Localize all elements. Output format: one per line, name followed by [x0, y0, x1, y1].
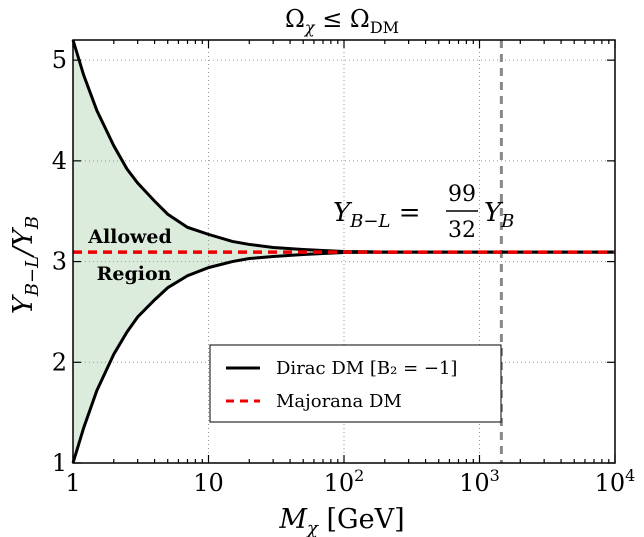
eq-denominator: 32 — [448, 218, 476, 243]
y-title-slash: /Y — [8, 227, 39, 259]
y-tick-labels: 1 2 3 4 5 — [52, 46, 67, 477]
y-axis-title: YB−L/YB — [8, 216, 43, 314]
x-tick-label: 103 — [459, 466, 500, 497]
x-title-main: M — [278, 504, 308, 535]
title-rel: ≤ Ω — [315, 5, 370, 33]
x-tick-label: 1 — [65, 469, 80, 497]
eq-rhs-sub: B — [500, 211, 514, 232]
series-line-dirac-lower — [71, 250, 615, 464]
x-title-rest: [GeV] — [318, 504, 405, 535]
legend: Dirac DM [B₂ = −1] Majorana DM — [209, 344, 502, 423]
y-title-num-sub: B−L — [22, 256, 43, 297]
eq-lhs: Y — [333, 198, 353, 228]
ticks — [72, 40, 616, 464]
annotation-region: Region — [97, 263, 172, 285]
y-tick-label: 4 — [52, 147, 67, 175]
chart-title: Ωχ ≤ ΩDM — [285, 5, 399, 37]
eq-equals: = — [390, 198, 420, 228]
y-title-num: Y — [8, 294, 39, 314]
eq-rhs: Y — [484, 198, 504, 228]
y-tick-label: 5 — [52, 46, 67, 74]
title-sub2: DM — [370, 18, 399, 37]
x-tick-label: 104 — [595, 466, 636, 497]
y-title-den-sub: B — [22, 216, 43, 230]
x-tick-label: 102 — [324, 466, 365, 497]
title-omega: Ω — [285, 5, 305, 33]
annotation-allowed: Allowed — [87, 226, 172, 248]
legend-label-dirac: Dirac DM [B₂ = −1] — [276, 358, 457, 379]
svg-text:YB−L =: YB−L = — [333, 198, 421, 232]
title-sub1: χ — [304, 18, 316, 37]
x-axis-title: Mχ [GeV] — [278, 504, 404, 537]
x-tick-label: 10 — [193, 469, 224, 497]
x-title-sub: χ — [305, 518, 319, 537]
eq-numerator: 99 — [448, 182, 476, 207]
equation-annotation: YB−L = 99 32 YB — [333, 182, 514, 243]
svg-text:YB: YB — [484, 198, 514, 232]
x-tick-labels: 1 10 102 103 104 — [65, 466, 635, 497]
legend-box — [209, 344, 502, 423]
y-tick-label: 1 — [52, 449, 67, 477]
y-tick-label: 3 — [52, 248, 67, 276]
y-tick-label: 2 — [52, 348, 67, 376]
legend-label-majorana: Majorana DM — [276, 391, 402, 412]
eq-lhs-sub: B−L — [349, 211, 390, 232]
